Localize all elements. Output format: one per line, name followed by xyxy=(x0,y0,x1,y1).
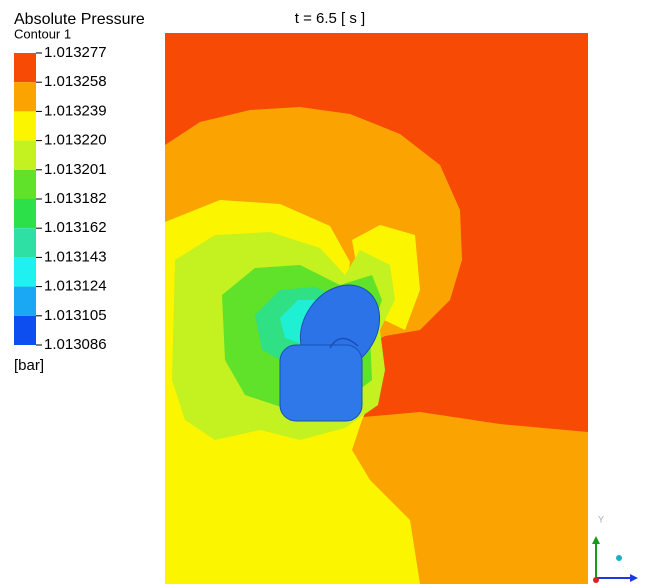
color-band xyxy=(14,287,36,316)
time-label: t = 6.5 [ s ] xyxy=(295,10,365,27)
legend-level: 1.013239 xyxy=(44,102,107,119)
z-axis-dot xyxy=(616,555,622,561)
x-axis-head xyxy=(630,574,638,582)
legend-level: 1.013220 xyxy=(44,132,107,149)
legend-level: 1.013143 xyxy=(44,248,107,265)
contour-view: Absolute Pressure Contour 1 t = 6.5 [ s … xyxy=(0,0,646,584)
legend-level: 1.013086 xyxy=(44,336,107,353)
screenshot: Absolute Pressure Contour 1 t = 6.5 [ s … xyxy=(0,0,646,584)
axis-triad: Y xyxy=(592,514,638,583)
legend-level: 1.013124 xyxy=(44,278,107,295)
contour-plot xyxy=(165,33,588,584)
legend-unit: [bar] xyxy=(14,357,44,374)
origin xyxy=(593,577,599,583)
color-band xyxy=(14,257,36,286)
legend-level: 1.013105 xyxy=(44,307,107,324)
color-band xyxy=(14,170,36,199)
legend-subtitle: Contour 1 xyxy=(14,26,71,41)
y-axis-label: Y xyxy=(598,514,604,524)
legend-labels: 1.013277 1.013258 1.013239 1.013220 1.013201… xyxy=(36,44,107,353)
color-bar xyxy=(14,53,36,345)
legend-level: 1.013258 xyxy=(44,73,107,90)
color-band xyxy=(14,141,36,170)
blade-body xyxy=(280,345,362,421)
legend-level: 1.013277 xyxy=(44,44,107,61)
color-band xyxy=(14,228,36,257)
color-band xyxy=(14,53,36,82)
y-axis-head xyxy=(592,536,600,544)
color-band xyxy=(14,316,36,345)
legend-level: 1.013201 xyxy=(44,161,107,178)
legend-level: 1.013162 xyxy=(44,219,107,236)
color-band xyxy=(14,111,36,140)
color-band xyxy=(14,82,36,111)
legend-level: 1.013182 xyxy=(44,190,107,207)
color-band xyxy=(14,199,36,228)
